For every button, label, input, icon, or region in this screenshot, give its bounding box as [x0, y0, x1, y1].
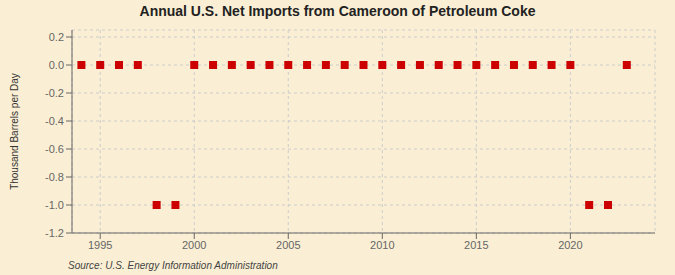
html-text:Source: U.S. Energy Informatio: Source: U.S. Energy Information Administ…	[68, 260, 278, 271]
svg-text:-0.4: -0.4	[45, 115, 64, 127]
svg-text:-1.0: -1.0	[45, 199, 64, 211]
svg-text:2015: 2015	[464, 239, 488, 251]
svg-text:2000: 2000	[182, 239, 206, 251]
svg-text:Thousand Barrels per Day: Thousand Barrels per Day	[9, 73, 20, 190]
svg-text:2010: 2010	[370, 239, 394, 251]
svg-text:2005: 2005	[276, 239, 300, 251]
svg-text:2020: 2020	[558, 239, 582, 251]
svg-text:0.0: 0.0	[49, 59, 64, 71]
svg-text:-0.8: -0.8	[45, 171, 64, 183]
svg-text:1995: 1995	[88, 239, 112, 251]
svg-text:0.2: 0.2	[49, 31, 64, 43]
svg-text:-0.6: -0.6	[45, 143, 64, 155]
html-text:Annual U.S. Net Imports from C: Annual U.S. Net Imports from Cameroon of…	[139, 3, 536, 19]
svg-text:-0.2: -0.2	[45, 87, 64, 99]
svg-text:-1.2: -1.2	[45, 227, 64, 239]
